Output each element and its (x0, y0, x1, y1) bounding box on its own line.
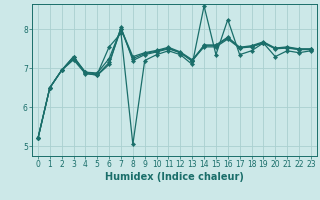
X-axis label: Humidex (Indice chaleur): Humidex (Indice chaleur) (105, 172, 244, 182)
